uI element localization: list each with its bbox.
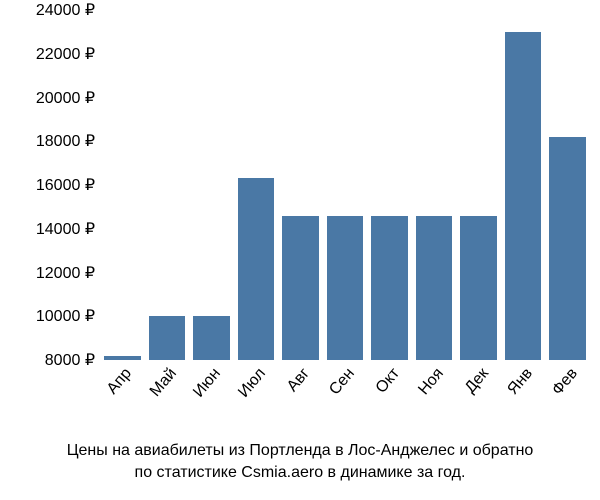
x-label: Авг <box>284 365 314 396</box>
x-slot: Сен <box>323 365 368 435</box>
y-tick: 18000 ₽ <box>36 131 95 151</box>
caption-line: по статистике Csmia.aero в динамике за г… <box>0 462 600 484</box>
x-slot: Май <box>145 365 190 435</box>
y-tick: 22000 ₽ <box>36 44 95 64</box>
x-label: Июн <box>191 365 226 401</box>
x-label: Дек <box>461 365 492 397</box>
bar <box>371 216 408 360</box>
y-axis: 8000 ₽ 10000 ₽ 12000 ₽ 14000 ₽ 16000 ₽ 1… <box>0 10 95 360</box>
x-axis: Апр Май Июн Июл Авг Сен Окт Ноя Дек Янв … <box>100 365 590 435</box>
bar <box>505 32 542 360</box>
x-label: Ноя <box>415 365 448 399</box>
y-tick: 20000 ₽ <box>36 88 95 108</box>
bar <box>238 178 275 360</box>
bar-slot <box>145 10 190 360</box>
x-label: Окт <box>372 365 403 397</box>
y-tick: 10000 ₽ <box>36 306 95 326</box>
y-tick: 12000 ₽ <box>36 263 95 283</box>
bar <box>327 216 364 360</box>
bar-slot <box>189 10 234 360</box>
x-slot: Янв <box>501 365 546 435</box>
x-slot: Июн <box>189 365 234 435</box>
caption-line: Цены на авиабилеты из Портленда в Лос-Ан… <box>0 440 600 462</box>
bar <box>193 316 230 360</box>
y-tick: 14000 ₽ <box>36 219 95 239</box>
y-tick: 8000 ₽ <box>45 350 95 370</box>
x-slot: Авг <box>278 365 323 435</box>
bar-slot <box>323 10 368 360</box>
x-slot: Дек <box>456 365 501 435</box>
bar <box>549 137 586 360</box>
bar <box>282 216 319 360</box>
x-slot: Окт <box>367 365 412 435</box>
bar-slot <box>278 10 323 360</box>
x-slot: Июл <box>234 365 279 435</box>
y-tick: 16000 ₽ <box>36 175 95 195</box>
bar-slot <box>100 10 145 360</box>
x-slot: Фев <box>545 365 590 435</box>
bar-slot <box>545 10 590 360</box>
y-tick: 24000 ₽ <box>36 0 95 20</box>
x-slot: Апр <box>100 365 145 435</box>
bar-slot <box>412 10 457 360</box>
plot-area <box>100 10 590 360</box>
bar <box>460 216 497 360</box>
x-label: Сен <box>326 365 359 399</box>
x-label: Янв <box>505 365 537 399</box>
bar <box>104 356 141 360</box>
x-label: Фев <box>549 365 582 399</box>
x-label: Июл <box>235 365 270 401</box>
chart-caption: Цены на авиабилеты из Портленда в Лос-Ан… <box>0 440 600 483</box>
bar-slot <box>456 10 501 360</box>
x-label: Апр <box>104 365 136 398</box>
bar-slot <box>367 10 412 360</box>
x-label: Май <box>147 365 181 401</box>
bar <box>416 216 453 360</box>
x-slot: Ноя <box>412 365 457 435</box>
price-chart: 8000 ₽ 10000 ₽ 12000 ₽ 14000 ₽ 16000 ₽ 1… <box>0 0 600 500</box>
bar <box>149 316 186 360</box>
bar-slot <box>234 10 279 360</box>
bars-container <box>100 10 590 360</box>
bar-slot <box>501 10 546 360</box>
